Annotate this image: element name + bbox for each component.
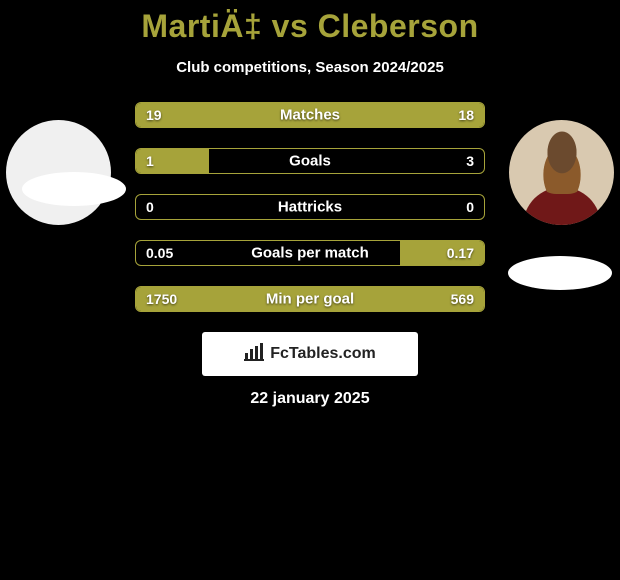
- subtitle: Club competitions, Season 2024/2025: [0, 59, 620, 76]
- stat-row-goals: 1 Goals 3: [135, 148, 485, 174]
- stat-row-hattricks: 0 Hattricks 0: [135, 194, 485, 220]
- stat-label: Hattricks: [278, 199, 342, 216]
- bar-chart-icon: [244, 343, 264, 365]
- stat-value-left: 19: [146, 107, 162, 123]
- stat-label: Matches: [280, 107, 340, 124]
- player-right-flag: [508, 256, 612, 290]
- stat-value-left: 0.05: [146, 245, 173, 261]
- stat-bars: 19 Matches 18 1 Goals 3 0 Hattricks 0 0.…: [135, 102, 485, 312]
- stat-value-left: 0: [146, 199, 154, 215]
- brand-badge: FcTables.com: [202, 332, 418, 376]
- stat-label: Min per goal: [266, 291, 354, 308]
- date-text: 22 january 2025: [0, 390, 620, 408]
- stat-row-matches: 19 Matches 18: [135, 102, 485, 128]
- stat-row-min-per-goal: 1750 Min per goal 569: [135, 286, 485, 312]
- comparison-card: MartiÄ‡ vs Cleberson Club competitions, …: [0, 0, 620, 580]
- stat-value-right: 3: [466, 153, 474, 169]
- stat-value-left: 1: [146, 153, 154, 169]
- stat-label: Goals: [289, 153, 331, 170]
- stat-value-right: 569: [451, 291, 474, 307]
- player-left-flag: [22, 172, 126, 206]
- stat-value-left: 1750: [146, 291, 177, 307]
- stat-label: Goals per match: [251, 245, 369, 262]
- stat-value-right: 18: [458, 107, 474, 123]
- stat-value-right: 0: [466, 199, 474, 215]
- brand-text: FcTables.com: [270, 345, 376, 363]
- page-title: MartiÄ‡ vs Cleberson: [0, 8, 620, 45]
- stat-row-goals-per-match: 0.05 Goals per match 0.17: [135, 240, 485, 266]
- stat-value-right: 0.17: [447, 245, 474, 261]
- player-right-avatar: [509, 120, 614, 225]
